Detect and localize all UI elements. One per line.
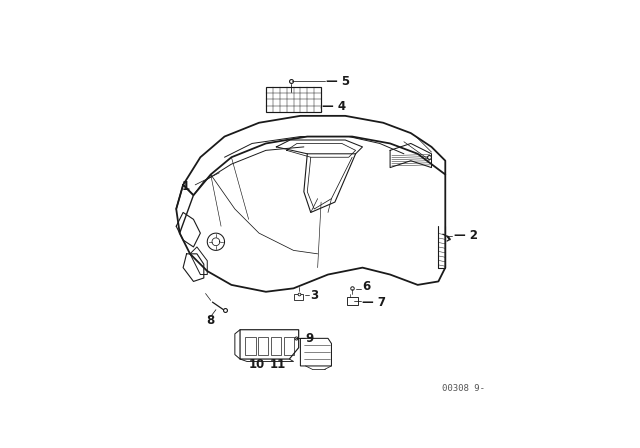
Bar bbox=[258, 336, 268, 354]
Bar bbox=[271, 336, 281, 354]
Text: — 4: — 4 bbox=[323, 100, 347, 113]
Polygon shape bbox=[300, 338, 332, 366]
Bar bbox=[347, 297, 358, 305]
Bar bbox=[284, 336, 294, 354]
Text: 9: 9 bbox=[305, 332, 314, 345]
Text: 1: 1 bbox=[182, 181, 190, 194]
Bar bbox=[294, 294, 303, 301]
Text: 10: 10 bbox=[249, 358, 265, 371]
Text: — 2: — 2 bbox=[454, 229, 477, 242]
Text: 6: 6 bbox=[362, 280, 371, 293]
Bar bbox=[266, 86, 321, 112]
Text: 11: 11 bbox=[269, 358, 285, 371]
Text: 00308 9-: 00308 9- bbox=[442, 384, 485, 393]
Polygon shape bbox=[240, 330, 299, 359]
Bar bbox=[245, 336, 255, 354]
Text: 3: 3 bbox=[310, 289, 318, 302]
Text: — 5: — 5 bbox=[326, 75, 349, 88]
Text: 8: 8 bbox=[207, 314, 215, 327]
Text: — 7: — 7 bbox=[362, 296, 386, 309]
